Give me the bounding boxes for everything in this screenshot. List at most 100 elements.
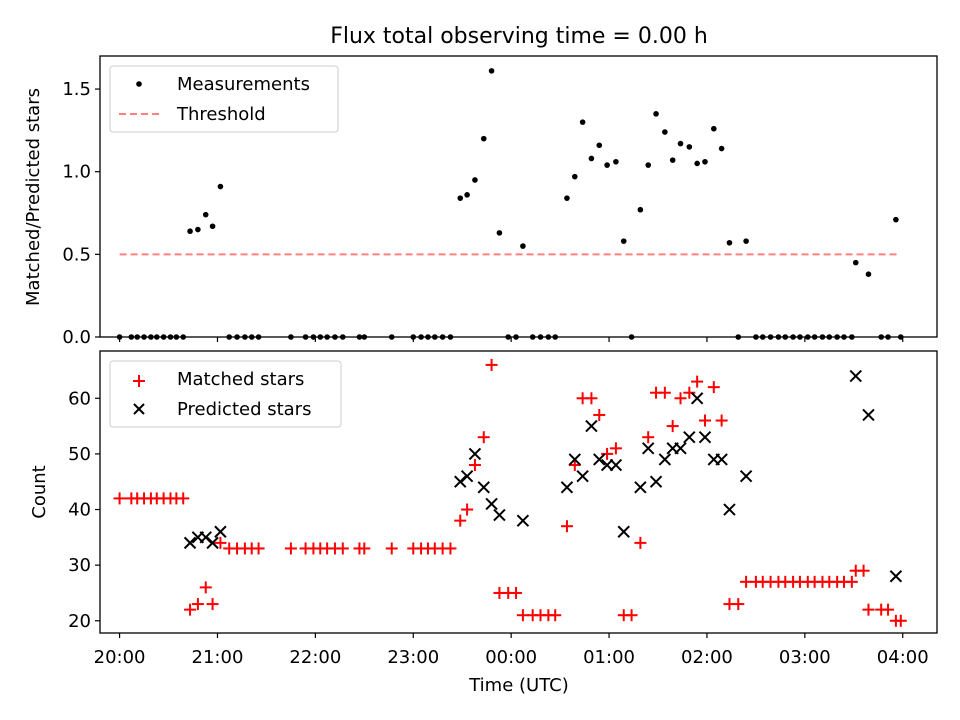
predicted-star-point [617,525,630,538]
x-axis-label: Time (UTC) [468,675,569,696]
predicted-star-stroke-b [683,431,696,444]
top-y-ticks: 0.0 0.5 1.0 1.5 [62,79,100,348]
matched-star-point [715,414,728,427]
predicted-star-stroke-b [516,514,530,527]
measurement-point [480,135,487,142]
predicted-star-point [609,458,623,472]
y-tick-label: 60 [68,388,91,409]
measurement-point [677,140,684,147]
predicted-star-point [460,469,474,483]
top-y-axis-label: Matched/Predicted stars [23,88,44,306]
matched-star-point [444,542,457,555]
matched-star-point [214,536,227,549]
top-axes-frame [99,55,938,338]
measurement-point [645,162,652,168]
predicted-star-stroke-b [593,453,606,466]
matched-star-point [857,564,870,577]
measurement-point [711,125,717,132]
predicted-star-point [516,514,530,527]
measurement-point [457,195,464,201]
predicted-star-stroke-b [690,392,704,405]
predicted-star-point [715,453,728,466]
matched-star-point [385,542,398,555]
matched-star-point [113,492,126,505]
predicted-star-point [658,453,672,466]
measurement-point [579,119,586,125]
legend-marker-predicted-stars [133,403,145,415]
matched-star-point [894,614,907,627]
x-tick-label: 01:00 [583,647,635,668]
matched-star-point [882,603,895,616]
matched-star-point [477,431,490,444]
top-legend: Measurements Threshold [109,65,339,133]
measurement-point [588,155,595,162]
measurement-point [187,228,193,235]
predicted-star-stroke-b [468,447,482,461]
y-tick-label: 1.0 [62,162,91,183]
y-tick-label: 20 [68,611,91,632]
predicted-star-point [206,536,219,550]
matched-star-point [862,603,875,616]
star-count-marks [113,358,907,627]
matched-star-point [336,542,349,555]
flux-ratio-panel: 0.0 0.5 1.0 1.5 Matched/Predicted stars Mea… [23,55,938,348]
measurement-point [637,206,644,213]
measurement-point [464,192,470,198]
y-tick-label: 0.5 [62,244,91,265]
predicted-star-point [690,392,704,405]
y-tick-label: 0.0 [62,327,91,348]
matched-star-point [593,408,606,421]
measurement-point [702,158,708,165]
x-tick-label: 04:00 [877,647,929,668]
predicted-star-point [723,503,736,516]
predicted-star-stroke-b [585,419,598,433]
predicted-star-stroke-b [617,525,630,538]
matched-star-point [177,492,190,505]
bottom-y-axis-label: Count [29,465,50,518]
measurement-point [604,162,610,168]
legend-label-threshold: Threshold [176,104,266,125]
predicted-star-stroke-b [560,481,574,494]
predicted-star-stroke-b [600,458,614,472]
matched-star-point [683,386,696,399]
matched-star-point [666,420,679,433]
matched-star-point [601,447,614,460]
matched-star-point [510,586,523,599]
y-tick-label: 50 [68,444,91,465]
measurement-point [496,230,503,236]
predicted-star-stroke-b [723,503,736,516]
measurement-point [726,239,733,246]
top-x-ticks [118,337,904,342]
x-tick-label: 22:00 [289,647,341,668]
x-tick-label: 21:00 [192,647,244,668]
measurement-point [669,157,676,163]
top-legend-box [109,65,339,133]
predicted-star-point [683,431,696,444]
predicted-star-point [585,419,598,433]
measurement-point [694,160,700,167]
star-count-panel: 20 30 40 50 60 20:00 21:00 22:00 23:00 00:00 01:0… [29,350,938,696]
bottom-x-ticks: 20:00 21:00 22:00 23:00 00:00 01:00 02:00 03:00… [94,633,929,668]
measurement-point [217,183,224,190]
matched-star-point [625,609,638,622]
x-tick-label: 02:00 [681,647,733,668]
predicted-star-stroke-b [739,469,753,483]
measurement-point [743,238,749,244]
predicted-star-point [739,469,753,483]
measurement-point [571,173,578,180]
matched-star-point [674,392,687,405]
predicted-star-stroke-b [889,570,903,583]
measurement-point [520,243,526,249]
measurement-point [195,226,201,233]
predicted-star-point [568,453,581,466]
predicted-star-point [485,497,498,511]
matched-star-point [468,459,481,472]
matched-star-point [634,536,647,549]
predicted-star-stroke-b [477,481,490,494]
measurement-point [202,211,209,218]
legend-marker-matched-stars [133,375,145,387]
predicted-star-stroke-b [609,458,623,472]
predicted-star-point [642,442,655,455]
predicted-star-stroke-b [576,469,589,483]
